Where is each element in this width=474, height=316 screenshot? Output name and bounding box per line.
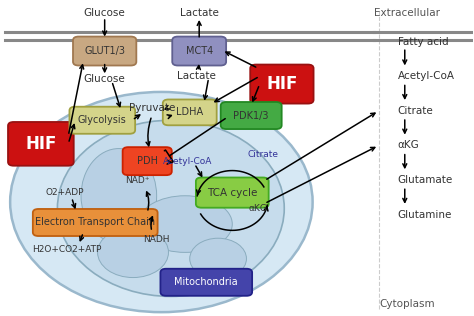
Text: Glutamine: Glutamine — [398, 210, 452, 220]
Text: H2O+CO2+ATP: H2O+CO2+ATP — [32, 245, 101, 254]
Text: Electron Transport Chain: Electron Transport Chain — [35, 217, 155, 228]
Text: Citrate: Citrate — [247, 150, 279, 159]
Text: LDHA: LDHA — [176, 107, 203, 117]
Text: Fatty acid: Fatty acid — [398, 37, 448, 46]
Ellipse shape — [10, 92, 313, 312]
Text: Glucose: Glucose — [84, 74, 126, 84]
Text: PDK1/3: PDK1/3 — [233, 111, 269, 120]
FancyBboxPatch shape — [250, 64, 314, 104]
Text: PDH: PDH — [137, 156, 158, 166]
Text: O2+ADP: O2+ADP — [45, 188, 84, 197]
FancyBboxPatch shape — [196, 178, 269, 208]
Ellipse shape — [138, 196, 232, 252]
Text: Glucose: Glucose — [84, 8, 126, 18]
Text: NAD⁺: NAD⁺ — [126, 175, 150, 185]
Text: Mitochondria: Mitochondria — [174, 277, 238, 287]
Text: HIF: HIF — [266, 75, 298, 93]
FancyBboxPatch shape — [33, 209, 157, 236]
FancyBboxPatch shape — [221, 102, 282, 129]
Text: Lactate: Lactate — [177, 71, 216, 81]
FancyBboxPatch shape — [172, 37, 226, 65]
Text: GLUT1/3: GLUT1/3 — [84, 46, 125, 56]
Text: Glycolysis: Glycolysis — [78, 115, 127, 125]
Text: MCT4: MCT4 — [185, 46, 213, 56]
FancyBboxPatch shape — [160, 269, 252, 296]
Text: HIF: HIF — [25, 135, 56, 153]
Text: αKG: αKG — [249, 204, 268, 213]
Text: Glutamate: Glutamate — [398, 175, 453, 185]
Text: Acetyl-CoA: Acetyl-CoA — [163, 157, 212, 166]
FancyBboxPatch shape — [73, 37, 137, 65]
Ellipse shape — [190, 238, 246, 279]
Text: Acetyl-CoA: Acetyl-CoA — [398, 71, 455, 81]
Ellipse shape — [57, 120, 284, 296]
Ellipse shape — [81, 149, 156, 243]
Text: Cytoplasm: Cytoplasm — [379, 299, 435, 309]
Ellipse shape — [98, 227, 168, 277]
Text: Citrate: Citrate — [398, 106, 433, 116]
Text: Extracellular: Extracellular — [374, 8, 440, 18]
Text: TCA cycle: TCA cycle — [207, 188, 257, 198]
Text: Pyruvate: Pyruvate — [129, 103, 175, 113]
Text: NADH: NADH — [144, 235, 170, 244]
FancyBboxPatch shape — [163, 100, 217, 125]
FancyBboxPatch shape — [70, 107, 135, 134]
FancyBboxPatch shape — [123, 147, 172, 175]
FancyBboxPatch shape — [8, 122, 74, 166]
Text: Lactate: Lactate — [180, 8, 219, 18]
Text: αKG: αKG — [398, 140, 419, 150]
